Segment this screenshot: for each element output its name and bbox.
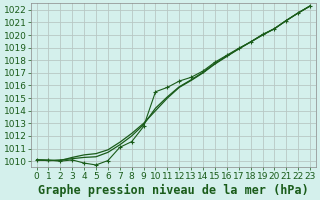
X-axis label: Graphe pression niveau de la mer (hPa): Graphe pression niveau de la mer (hPa) (38, 183, 309, 197)
